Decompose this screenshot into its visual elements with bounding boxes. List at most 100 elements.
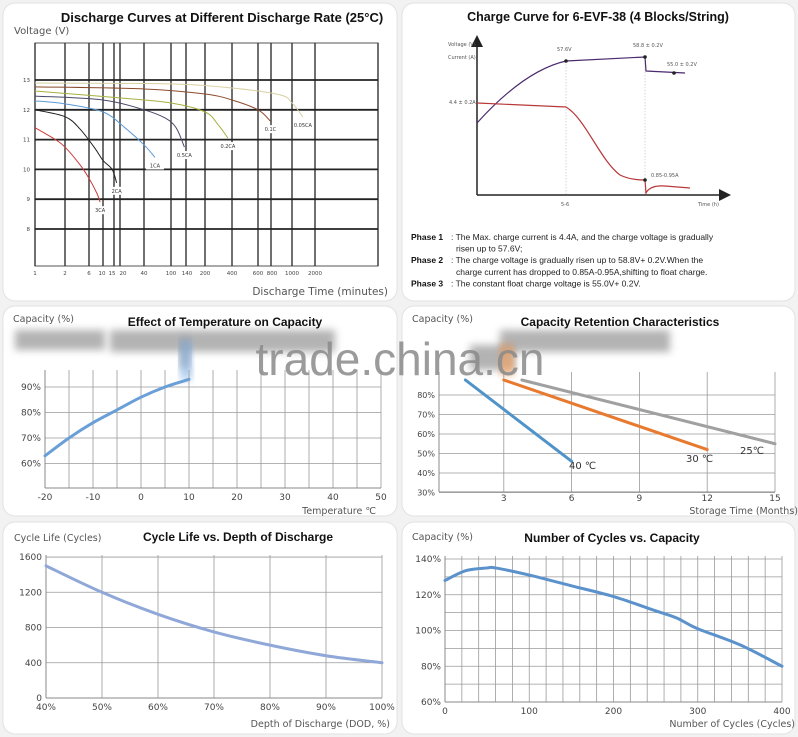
x-axis-label: Depth of Discharge (DOD, %) (251, 719, 390, 730)
series-label-bg (261, 125, 280, 134)
series-label: 0.1C (265, 127, 277, 133)
x-tick-label: 140 (182, 271, 193, 277)
series-line-0.1C (34, 86, 271, 122)
phase-text: : The charge voltage is gradually risen … (451, 255, 703, 265)
y-axis-label: Voltage (V) (14, 26, 69, 37)
series-label: 30 ℃ (686, 454, 713, 465)
x-tick-label: 70% (204, 703, 224, 713)
y-tick-label: 10 (23, 167, 30, 173)
series-label: 25℃ (740, 446, 764, 457)
curve-marker (672, 71, 676, 75)
x-axis-label: Time (h) (697, 202, 719, 208)
watermark-blur (500, 330, 670, 352)
chart-title: Cycle Life vs. Depth of Discharge (143, 530, 333, 544)
phase-label: Phase 1 (411, 232, 443, 242)
phase-text: risen up to 57.6V; (456, 244, 522, 254)
watermark-text: trade.china.cn (256, 333, 545, 385)
x-tick-label: 400 (227, 271, 238, 277)
x-axis-label: Storage Time (Months) (689, 506, 798, 517)
x-tick-label: 0 (442, 707, 448, 717)
x-tick-label: 2 (63, 271, 67, 277)
y-tick-label: 120% (415, 591, 441, 601)
y-axis-label: Capacity (%) (412, 314, 473, 325)
series-line-0.05CA (34, 82, 304, 118)
x-tick-label: 300 (689, 707, 706, 717)
annotation-float-voltage: 55.0 ± 0.2V (667, 62, 697, 68)
chart-title: Charge Curve for 6-EVF-38 (4 Blocks/Stri… (467, 10, 729, 24)
y-tick-label: 30% (417, 489, 435, 498)
watermark-blur (500, 345, 514, 375)
panel-charge-curve (401, 2, 796, 302)
x-tick-label: 1000 (285, 271, 299, 277)
phase-label: Phase 2 (411, 255, 443, 265)
x-tick-label: 9 (637, 494, 643, 504)
watermark-blur (110, 330, 335, 352)
series-line-1 (502, 378, 709, 452)
x-tick-label: 80% (260, 703, 280, 713)
x-tick-label: 12 (701, 494, 712, 504)
y-tick-label: 90% (21, 383, 41, 393)
y-tick-label: 12 (23, 108, 30, 114)
current-axis-label: Current (A) (448, 55, 476, 61)
voltage-curve (476, 56, 686, 124)
series-label: 2CA (112, 189, 123, 195)
x-tick-label: 100% (369, 703, 395, 713)
x-tick-label: 2000 (308, 271, 322, 277)
series-label: 40 ℃ (569, 461, 596, 472)
x-tick-label: 40 (141, 271, 148, 277)
y-tick-label: 70% (21, 434, 41, 444)
y-tick-label: 70% (417, 411, 435, 420)
x-tick-label: 10 (99, 271, 106, 277)
y-tick-label: 8 (27, 227, 31, 233)
phase-text: : The constant float charge voltage is 5… (451, 278, 641, 288)
x-tick-label: 90% (316, 703, 336, 713)
x-tick-label: 30 (279, 493, 291, 503)
y-tick-label: 1600 (19, 553, 42, 563)
annotation-time: 5-6 (561, 202, 569, 208)
x-tick-label: 1 (33, 271, 37, 277)
curve-marker (564, 59, 568, 63)
x-axis-label: Temperature ℃ (301, 506, 376, 517)
curve-marker (643, 178, 647, 182)
x-tick-label: 40% (36, 703, 56, 713)
curve-marker (643, 55, 647, 59)
series-line-2 (520, 378, 777, 446)
phase-label: Phase 3 (411, 278, 443, 288)
series-line (43, 377, 191, 458)
x-tick-label: 15 (109, 271, 116, 277)
y-tick-label: 100% (415, 627, 441, 637)
x-axis-label: Discharge Time (minutes) (252, 286, 388, 298)
y-axis-label: Cycle Life (Cycles) (14, 533, 101, 544)
y-tick-label: 1200 (19, 588, 42, 598)
x-tick-label: 100 (166, 271, 177, 277)
y-tick-label: 50% (417, 450, 435, 459)
y-axis-label: Capacity (%) (13, 314, 74, 325)
x-tick-label: 3 (501, 494, 507, 504)
x-tick-label: 6 (87, 271, 91, 277)
x-tick-label: 20 (231, 493, 243, 503)
watermark-blur (180, 340, 192, 380)
panel-discharge-curves (2, 2, 398, 302)
x-tick-label: 800 (267, 271, 278, 277)
series-label: 1CA (150, 163, 161, 169)
y-tick-label: 60% (417, 430, 435, 439)
annotation-end-current: 0.85-0.95A (651, 173, 679, 179)
x-tick-label: 200 (605, 707, 622, 717)
series-line-1CA (34, 100, 156, 158)
x-tick-label: 50% (92, 703, 112, 713)
phase-text: : The Max. charge current is 4.4A, and t… (451, 232, 714, 242)
series-label: 3CA (95, 208, 106, 214)
x-tick-label: 20 (120, 271, 127, 277)
annotation-58v: 58.8 ± 0.2V (633, 43, 663, 49)
y-tick-label: 140% (415, 555, 441, 565)
x-tick-label: 40 (327, 493, 339, 503)
series-label-bg (145, 161, 164, 170)
series-label-bg (293, 120, 312, 129)
y-tick-label: 0 (36, 694, 42, 704)
series-label: 0.5CA (177, 153, 192, 159)
chart-title: Discharge Curves at Different Discharge … (61, 10, 383, 25)
y-tick-label: 13 (23, 78, 30, 84)
watermark-blur (15, 330, 105, 350)
x-tick-label: 600 (253, 271, 264, 277)
x-tick-label: 50 (375, 493, 387, 503)
